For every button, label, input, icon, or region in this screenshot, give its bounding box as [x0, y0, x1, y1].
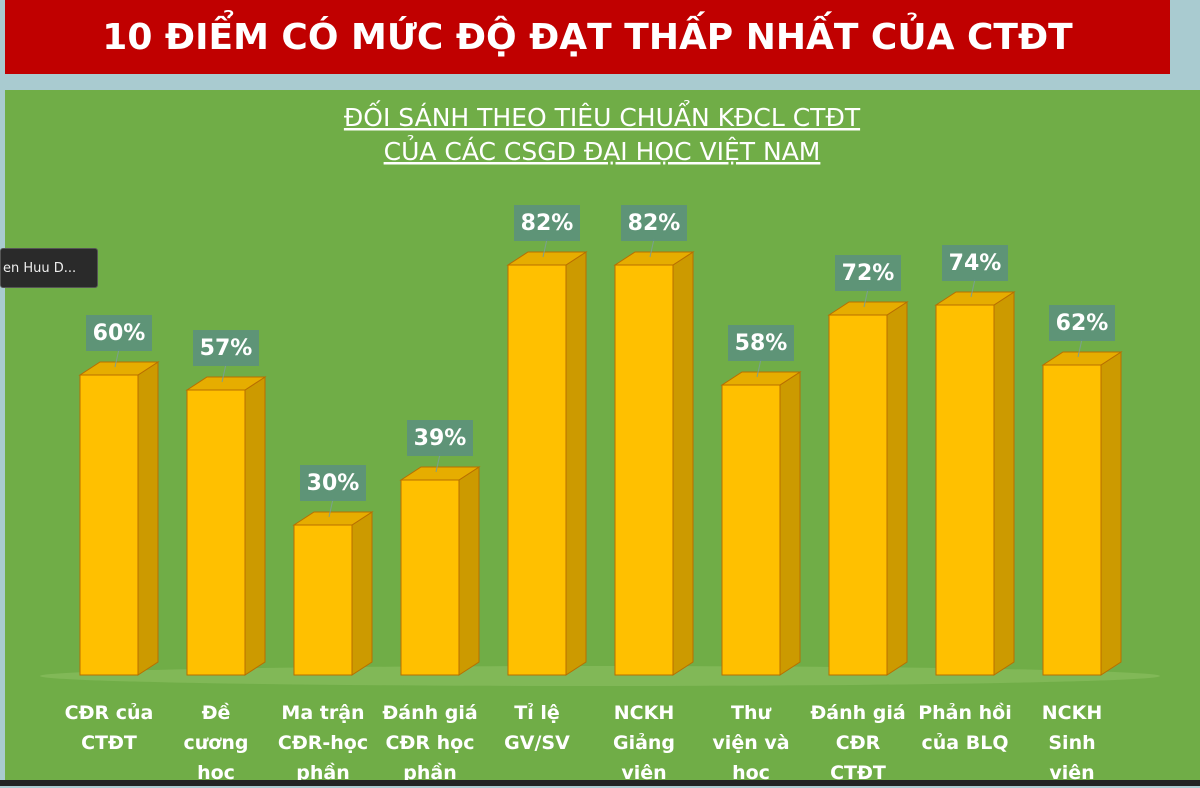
leader-line	[970, 278, 976, 298]
bar-side	[458, 466, 480, 676]
value-label: 62%	[1056, 311, 1109, 336]
bar	[400, 479, 460, 676]
value-label: 82%	[521, 211, 574, 236]
bar	[79, 374, 139, 676]
value-label: 58%	[735, 331, 788, 356]
category-label: CĐR của CTĐT	[64, 702, 154, 754]
category-label: Đề cương học	[183, 702, 249, 784]
bar	[507, 264, 567, 676]
value-label-box	[514, 205, 580, 241]
bar	[186, 389, 246, 676]
value-label-box	[835, 255, 901, 291]
value-label-box	[193, 330, 259, 366]
header-title: 10 ĐIỂM CÓ MỨC ĐỘ ĐẠT THẤP NHẤT CỦA CTĐT	[5, 0, 1170, 74]
value-label: 82%	[628, 211, 681, 236]
bar-side	[1100, 351, 1122, 676]
bar	[828, 314, 888, 676]
category-label: Đánh giá CĐR CTĐT	[810, 702, 906, 784]
bar-side	[779, 371, 801, 676]
bar-side	[886, 301, 908, 676]
category-label: Thư viện và học	[712, 702, 790, 784]
value-label: 30%	[307, 471, 360, 496]
value-label-box	[300, 465, 366, 501]
leader-line	[114, 348, 120, 368]
leader-line	[221, 363, 227, 383]
value-label: 39%	[414, 426, 467, 451]
category-label: NCKH Giảng viên	[612, 702, 676, 784]
leader-line	[756, 358, 762, 378]
bar-side	[672, 251, 694, 676]
category-label: Ma trận CĐR-học phần	[277, 702, 369, 784]
bar-side	[993, 291, 1015, 676]
chart-title: CỦA CÁC CSGD ĐẠI HỌC VIỆT NAM	[384, 135, 821, 166]
value-label-box	[86, 315, 152, 351]
leader-line	[649, 238, 655, 258]
bar-side	[137, 361, 159, 676]
value-label-box	[621, 205, 687, 241]
chart-title: ĐỐI SÁNH THEO TIÊU CHUẨN KĐCL CTĐT	[344, 100, 861, 132]
leader-line	[328, 498, 334, 518]
value-label: 74%	[949, 251, 1002, 276]
value-label-box	[942, 245, 1008, 281]
leader-line	[863, 288, 869, 308]
bar	[721, 384, 781, 676]
bar	[293, 524, 353, 676]
leader-line	[1077, 338, 1083, 358]
bar	[935, 304, 995, 676]
value-label-box	[407, 420, 473, 456]
value-label: 60%	[93, 321, 146, 346]
category-label: NCKH Sinh viên	[1041, 702, 1103, 784]
value-label: 72%	[842, 261, 895, 286]
value-label: 57%	[200, 336, 253, 361]
value-label-box	[728, 325, 794, 361]
bar	[614, 264, 674, 676]
value-label-box	[1049, 305, 1115, 341]
leader-line	[542, 238, 548, 258]
name-tag: en Huu D...	[0, 248, 98, 288]
bar-side	[244, 376, 266, 676]
leader-line	[435, 453, 441, 473]
bar	[1042, 364, 1102, 676]
category-label: Đánh giá CĐR học phần	[382, 702, 478, 784]
taskbar-edge	[0, 780, 1200, 786]
bar-side	[565, 251, 587, 676]
category-label: Phản hồi của BLQ	[918, 702, 1012, 754]
bar-side	[351, 511, 373, 676]
category-label: Tỉ lệ GV/SV	[504, 702, 570, 754]
